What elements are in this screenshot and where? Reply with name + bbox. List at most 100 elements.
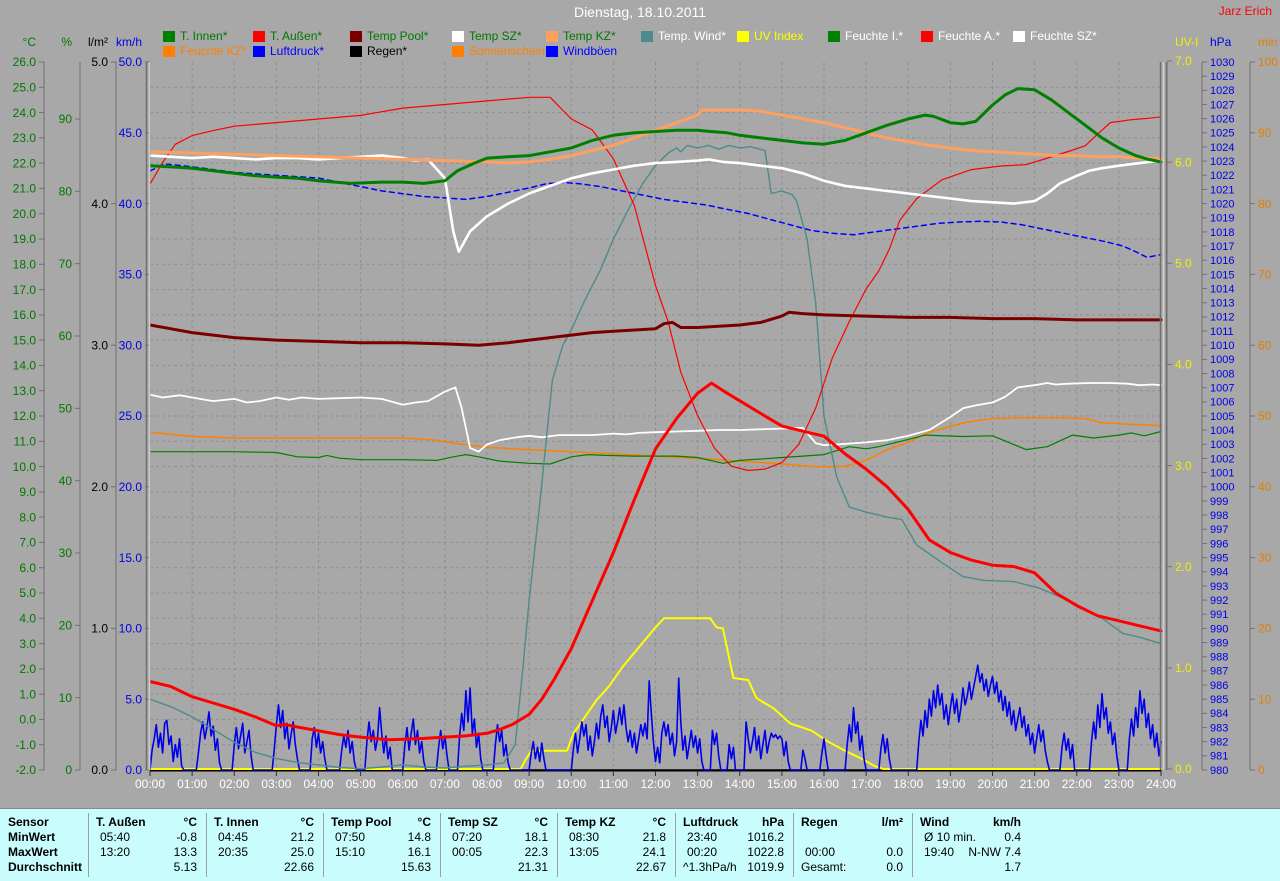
x-tick-label: 00:00 xyxy=(135,777,165,791)
legend-swatch-uv-index xyxy=(737,30,749,42)
table-cell-min-value: 18.1 xyxy=(524,830,548,844)
legend-swatch-temp-wind xyxy=(641,30,653,42)
tick-label-min: 100 xyxy=(1258,55,1278,69)
legend-item-feuchte-a[interactable]: Feuchte A.* xyxy=(921,29,1000,43)
tick-label-wind: 5.0 xyxy=(125,692,142,706)
table-separator xyxy=(912,813,913,877)
series-luftdruck xyxy=(149,163,1162,259)
series-windboeen xyxy=(149,664,1162,771)
legend-item-luftdruck[interactable]: Luftdruck* xyxy=(253,44,324,58)
table-col-unit: °C xyxy=(300,815,314,829)
table-cell-max-value: 1022.8 xyxy=(747,845,784,859)
series-t-aussen xyxy=(148,381,1163,742)
legend-item-t-aussen[interactable]: T. Außen* xyxy=(253,29,322,43)
table-cell-max-time: 00:20 xyxy=(687,845,718,859)
table-col-name: T. Außen xyxy=(96,815,146,829)
tick-label-hpa: 980 xyxy=(1210,765,1228,777)
table-cell-min-time: 04:45 xyxy=(218,830,249,844)
legend-item-temp-kz[interactable]: Temp KZ* xyxy=(546,29,616,43)
tick-label-tempC: 4.0 xyxy=(19,611,36,625)
tick-label-rain: 4.0 xyxy=(91,197,108,211)
table-separator xyxy=(206,813,207,877)
table-cell-max-value: 22.3 xyxy=(524,845,548,859)
tick-label-hpa: 982 xyxy=(1210,737,1228,749)
tick-label-hpa: 985 xyxy=(1210,694,1228,706)
table-col-unit: °C xyxy=(652,815,666,829)
legend-item-temp-pool[interactable]: Temp Pool* xyxy=(350,29,429,43)
table-cell-max-value: 16.1 xyxy=(407,845,431,859)
legend-item-windboeen[interactable]: Windböen xyxy=(546,44,617,58)
tick-label-hpa: 1015 xyxy=(1210,269,1234,281)
tick-label-min: 40 xyxy=(1258,480,1272,494)
table-col-unit: °C xyxy=(534,815,548,829)
legend-item-t-innen[interactable]: T. Innen* xyxy=(163,29,227,43)
tick-label-hpa: 998 xyxy=(1210,510,1228,522)
table-cell-max-value: 24.1 xyxy=(642,845,666,859)
legend-swatch-feuchte-kz xyxy=(163,45,175,57)
tick-label-rain: 3.0 xyxy=(91,338,108,352)
legend-item-sonnenschein[interactable]: Sonnenschein xyxy=(452,44,545,58)
x-tick-label: 01:00 xyxy=(177,777,207,791)
tick-label-hpa: 1022 xyxy=(1210,170,1234,182)
legend-item-feuchte-kz[interactable]: Feuchte KZ* xyxy=(163,44,247,58)
table-cell-max-time: 20:35 xyxy=(218,845,249,859)
tick-label-hpa: 995 xyxy=(1210,552,1228,564)
x-tick-label: 24:00 xyxy=(1146,777,1176,791)
tick-label-hpa: 1011 xyxy=(1210,326,1234,338)
tick-label-tempC: 5.0 xyxy=(19,586,36,600)
tick-label-rain: 0.0 xyxy=(91,763,108,777)
tick-label-tempC: 9.0 xyxy=(19,485,36,499)
tick-label-tempC: 10.0 xyxy=(13,460,37,474)
table-col-name: Regen xyxy=(801,815,838,829)
table-separator xyxy=(675,813,676,877)
weather-chart[interactable]: 26.0 25.0 24.0 23.0 22.0 21.0 20.0 19.0 18.0 17.0… xyxy=(0,0,1280,806)
table-cell-max-value: 13.3 xyxy=(173,845,197,859)
table-col-unit: hPa xyxy=(761,815,784,829)
stats-table: Sensor MinWert MaxWert Durchschnitt T. Außen… xyxy=(0,808,1280,881)
table-row-label: MinWert xyxy=(8,830,56,844)
tick-label-wind: 40.0 xyxy=(119,197,143,211)
legend-item-feuchte-sz[interactable]: Feuchte SZ* xyxy=(1013,29,1097,43)
author-byline: Jarz Erich xyxy=(1218,4,1272,18)
table-cell-min-value: 0.4 xyxy=(1004,830,1021,844)
legend-label: Feuchte KZ* xyxy=(180,44,247,58)
legend-label: Temp Pool* xyxy=(367,29,429,43)
legend-label: Feuchte I.* xyxy=(845,29,904,43)
series-uv-index xyxy=(149,617,1162,770)
legend-label: Temp SZ* xyxy=(469,29,522,43)
legend-swatch-t-innen xyxy=(163,30,175,42)
table-col-unit: km/h xyxy=(992,815,1021,829)
legend-label: UV Index xyxy=(754,29,804,43)
tick-label-hpa: 1018 xyxy=(1210,227,1234,239)
tick-label-pct: 50 xyxy=(59,402,73,416)
table-cell-min-time: 23:40 xyxy=(687,830,718,844)
legend-item-feuchte-i[interactable]: Feuchte I.* xyxy=(828,29,904,43)
tick-label-uv: 3.0 xyxy=(1175,459,1192,473)
tick-label-hpa: 986 xyxy=(1210,680,1228,692)
tick-label-hpa: 1008 xyxy=(1210,368,1234,380)
x-tick-label: 16:00 xyxy=(809,777,839,791)
table-cell-avg-value: 22.66 xyxy=(283,860,314,874)
table-cell-avg-value: 1019.9 xyxy=(747,860,784,874)
x-tick-label: 22:00 xyxy=(1062,777,1092,791)
tick-label-wind: 50.0 xyxy=(119,55,143,69)
table-separator xyxy=(440,813,441,877)
tick-label-rain: 2.0 xyxy=(91,480,108,494)
legend-item-uv-index[interactable]: UV Index xyxy=(737,29,804,43)
tick-label-tempC: 17.0 xyxy=(13,283,37,297)
tick-label-hpa: 990 xyxy=(1210,623,1228,635)
axis-header-rain: l/m² xyxy=(88,35,108,49)
tick-label-tempC: 1.0 xyxy=(19,687,36,701)
tick-label-wind: 30.0 xyxy=(119,338,143,352)
table-separator xyxy=(88,813,89,877)
legend-item-regen[interactable]: Regen* xyxy=(350,44,408,58)
legend-label: Regen* xyxy=(367,44,408,58)
table-separator xyxy=(323,813,324,877)
tick-label-hpa: 1002 xyxy=(1210,453,1234,465)
tick-label-tempC: 2.0 xyxy=(19,662,36,676)
legend-item-temp-sz[interactable]: Temp SZ* xyxy=(452,29,522,43)
x-tick-label: 20:00 xyxy=(977,777,1007,791)
table-col-name: Temp SZ xyxy=(448,815,498,829)
x-tick-label: 11:00 xyxy=(599,777,628,791)
legend-item-temp-wind[interactable]: Temp. Wind* xyxy=(641,29,726,43)
